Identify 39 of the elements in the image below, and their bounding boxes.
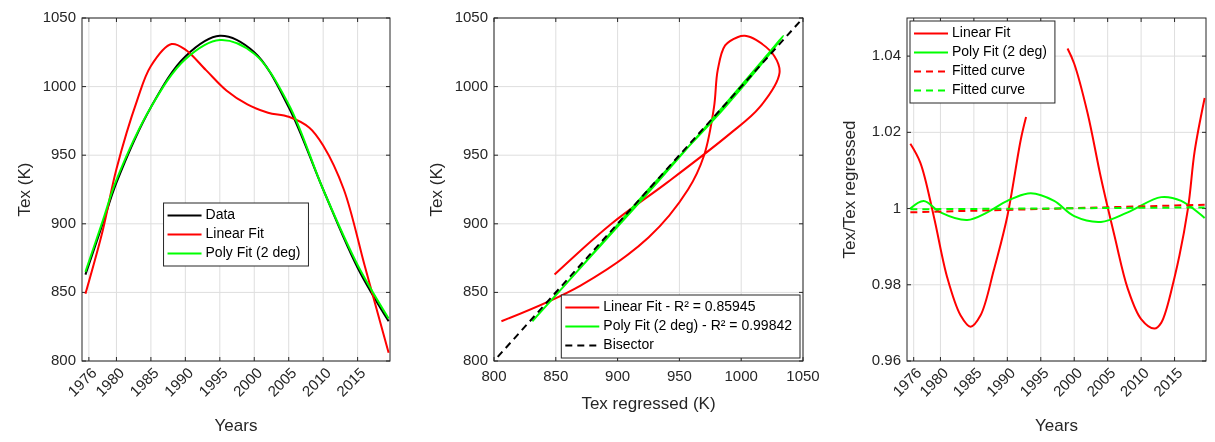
y-tick-label: 1050	[454, 7, 488, 25]
x-axis-title: Tex regressed (K)	[581, 394, 716, 413]
y-tick-label: 0.96	[871, 350, 901, 368]
x-tick-label: 850	[543, 367, 569, 384]
y-tick-label: 1050	[42, 7, 76, 25]
legend-label: Fitted curve	[952, 81, 1026, 98]
legend-label: Linear Fit	[205, 225, 265, 242]
y-tick-label: 800	[50, 350, 76, 368]
y-tick-label: 850	[462, 282, 488, 300]
x-tick-label: 800	[481, 367, 507, 384]
x-tick-label: 900	[605, 367, 631, 384]
legend-label: Poly Fit (2 deg) - R² = 0.99842	[603, 317, 793, 334]
x-tick-label: 1000	[724, 367, 758, 384]
y-axis-title: Tex/Tex regressed	[840, 120, 859, 259]
x-axis-title: Years	[214, 416, 258, 435]
x-tick-label: 950	[666, 367, 692, 384]
y-tick-label: 850	[50, 282, 76, 300]
legend-label: Bisector	[603, 336, 655, 353]
x-tick-label: 1050	[786, 367, 820, 384]
legend-label: Poly Fit (2 deg)	[205, 244, 301, 261]
y-tick-label: 900	[50, 213, 76, 231]
y-tick-label: 950	[462, 145, 488, 163]
y-tick-label: 950	[50, 145, 76, 163]
legend-label: Fitted curve	[952, 62, 1026, 79]
y-axis-title: Tex (K)	[427, 162, 446, 217]
y-tick-label: 1000	[42, 76, 76, 94]
legend-label: Linear Fit	[952, 24, 1011, 41]
legend-label: Linear Fit - R² = 0.85945	[603, 298, 756, 315]
y-tick-label: 1.04	[871, 46, 901, 64]
legend-label: Poly Fit (2 deg)	[952, 43, 1047, 60]
x-axis-title: Years	[1035, 416, 1078, 435]
y-tick-label: 0.98	[871, 274, 901, 292]
y-tick-label: 1000	[454, 76, 488, 94]
y-tick-label: 1.02	[871, 122, 901, 140]
y-tick-label: 800	[462, 350, 488, 368]
y-axis-title: Tex (K)	[15, 162, 34, 217]
legend-label: Data	[205, 206, 236, 223]
y-tick-label: 900	[462, 213, 488, 231]
y-tick-label: 1	[892, 198, 901, 216]
